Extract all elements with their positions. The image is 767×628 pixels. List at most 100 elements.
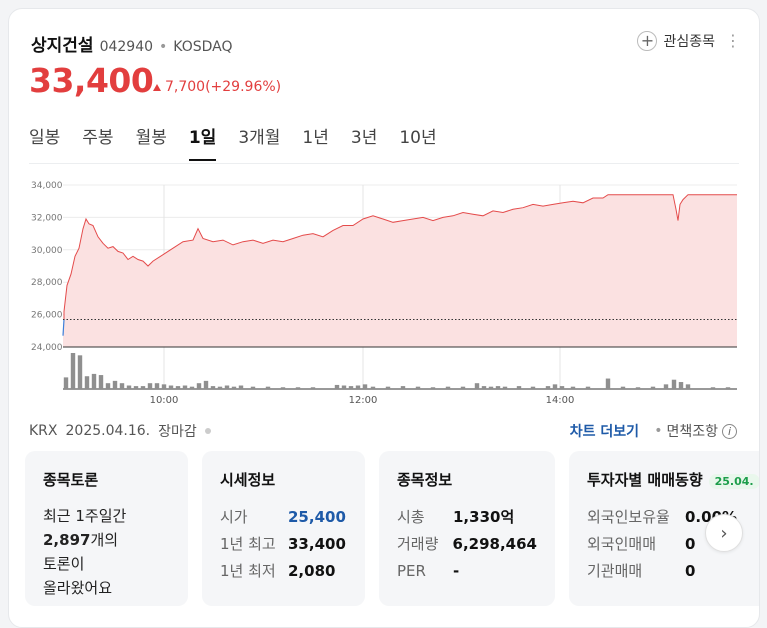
tab-4[interactable]: 3개월 (238, 128, 281, 148)
volume-bar (400, 386, 406, 389)
discussion-line: 올라왔어요 (43, 579, 113, 597)
volume-bar (355, 385, 361, 389)
panel-title: 종목토론 (43, 471, 99, 489)
volume-bar (175, 386, 181, 389)
current-price: 33,400 (29, 61, 154, 100)
price-chart[interactable]: 34,000 32,000 30,000 28,000 26,000 24,000 10:0… (9, 175, 760, 410)
volume-bar (650, 386, 656, 389)
investor-title: 투자자별 매매동향 (587, 471, 703, 489)
volume-bar (224, 385, 230, 389)
tab-6[interactable]: 3년 (350, 128, 378, 148)
volume-bar (112, 380, 118, 389)
tab-2[interactable]: 월봉 (135, 128, 167, 148)
volume-bar (310, 387, 316, 389)
volume-bar (415, 386, 421, 389)
market-name: KOSDAQ (173, 39, 233, 55)
info-row: PER - (397, 558, 537, 585)
quote-row-value: 33,400 (288, 535, 346, 553)
chart-more-link[interactable]: 차트 더보기 (569, 424, 639, 440)
watchlist-label: 관심종목 (663, 34, 715, 50)
info-row-value: 1,330억 (453, 508, 515, 526)
separator-dot: • (159, 39, 168, 55)
discussion-panel[interactable]: 종목토론 최근 1주일간 2,897개의 토론이 올라왔어요 (25, 451, 188, 606)
investor-row-value: 0 (685, 562, 696, 580)
watchlist-button[interactable]: + 관심종목 (637, 31, 715, 51)
price-change-value: 7,700(+29.96%) (165, 79, 282, 95)
volume-bar (341, 385, 347, 389)
price-line (63, 194, 737, 320)
volume-bar (295, 387, 301, 389)
volume-bar (133, 386, 139, 389)
volume-bar (154, 383, 160, 389)
volume-bar (460, 386, 466, 389)
price-line-below (62, 319, 65, 336)
volume-bar (530, 386, 536, 389)
investor-row: 기관매매 0 (587, 558, 751, 585)
volume-bar (605, 378, 611, 389)
volume-bar (445, 386, 451, 389)
y-tick-label: 32,000 (31, 213, 63, 223)
quote-panel[interactable]: 시세정보 시가 25,400 1년 최고 33,400 1년 최저 2,080 (202, 451, 365, 606)
volume-bar (620, 386, 626, 389)
volume-bar (203, 380, 209, 389)
discussion-line: 토론이 (43, 555, 85, 573)
volume-bar (105, 383, 111, 389)
disclaimer-link[interactable]: • 면책조항 i (654, 421, 737, 441)
quote-row-value: 25,400 (288, 508, 346, 526)
volume-bar (552, 384, 558, 389)
tab-1[interactable]: 주봉 (82, 128, 114, 148)
tab-divider (29, 163, 739, 164)
y-tick-label: 24,000 (31, 343, 63, 353)
volume-bar (70, 353, 76, 389)
next-panel-button[interactable]: › (705, 514, 743, 552)
tab-7[interactable]: 10년 (399, 128, 437, 148)
discussion-line: 최근 1주일간 (43, 507, 127, 525)
volume-bar (671, 379, 677, 389)
more-options-icon[interactable]: ⋮ (725, 31, 741, 50)
volume-bar (495, 386, 501, 389)
volume-bar (570, 386, 576, 389)
tab-5[interactable]: 1년 (302, 128, 329, 148)
info-row: 거래량 6,298,464 (397, 531, 537, 558)
volume-bar (370, 386, 376, 389)
tab-0[interactable]: 일봉 (29, 128, 61, 148)
volume-bar (481, 386, 487, 389)
tab-3[interactable]: 1일 (188, 123, 217, 161)
investor-row-value: 0 (685, 535, 696, 553)
info-row-label: 시총 (397, 508, 425, 526)
volume-bar (685, 384, 691, 389)
volume-bar (678, 382, 684, 389)
volume-bar (98, 375, 104, 389)
volume-bar (362, 384, 368, 389)
volume-bar (502, 386, 508, 389)
panel-title: 시세정보 (220, 471, 276, 489)
quote-rows: 시가 25,400 1년 최고 33,400 1년 최저 2,080 (220, 504, 347, 585)
disclaimer-label: 면책조항 (666, 424, 718, 440)
y-tick-label: 28,000 (31, 278, 63, 288)
volume-bar (585, 386, 591, 389)
chevron-right-icon: › (720, 522, 728, 544)
volume-bar (126, 385, 132, 389)
volume-bar (168, 385, 174, 389)
investor-row: 외국인매매 0 (587, 531, 751, 558)
quote-row-label: 1년 최저 (220, 562, 276, 580)
panel-title: 종목정보 (397, 471, 453, 489)
price-change: 7,700(+29.96%) (153, 79, 281, 95)
status-dot-icon (204, 428, 211, 434)
volume-bar (238, 385, 244, 389)
y-tick-label: 26,000 (31, 311, 63, 321)
discussion-body: 최근 1주일간 2,897개의 토론이 올라왔어요 (43, 504, 170, 600)
x-tick-label: 10:00 (150, 395, 179, 406)
volume-bar (488, 386, 494, 389)
volume-bar (210, 386, 216, 389)
discussion-count: 2,897 (43, 531, 91, 549)
volume-bar (63, 377, 69, 389)
quote-row: 시가 25,400 (220, 504, 347, 531)
volume-bar (516, 386, 522, 389)
stock-name[interactable]: 상지건설 (31, 36, 94, 56)
volume-bar (265, 386, 271, 389)
volume-bar (635, 387, 641, 389)
quote-row: 1년 최고 33,400 (220, 531, 347, 558)
period-tabs: 일봉 주봉 월봉 1일 3개월 1년 3년 10년 (29, 123, 459, 161)
